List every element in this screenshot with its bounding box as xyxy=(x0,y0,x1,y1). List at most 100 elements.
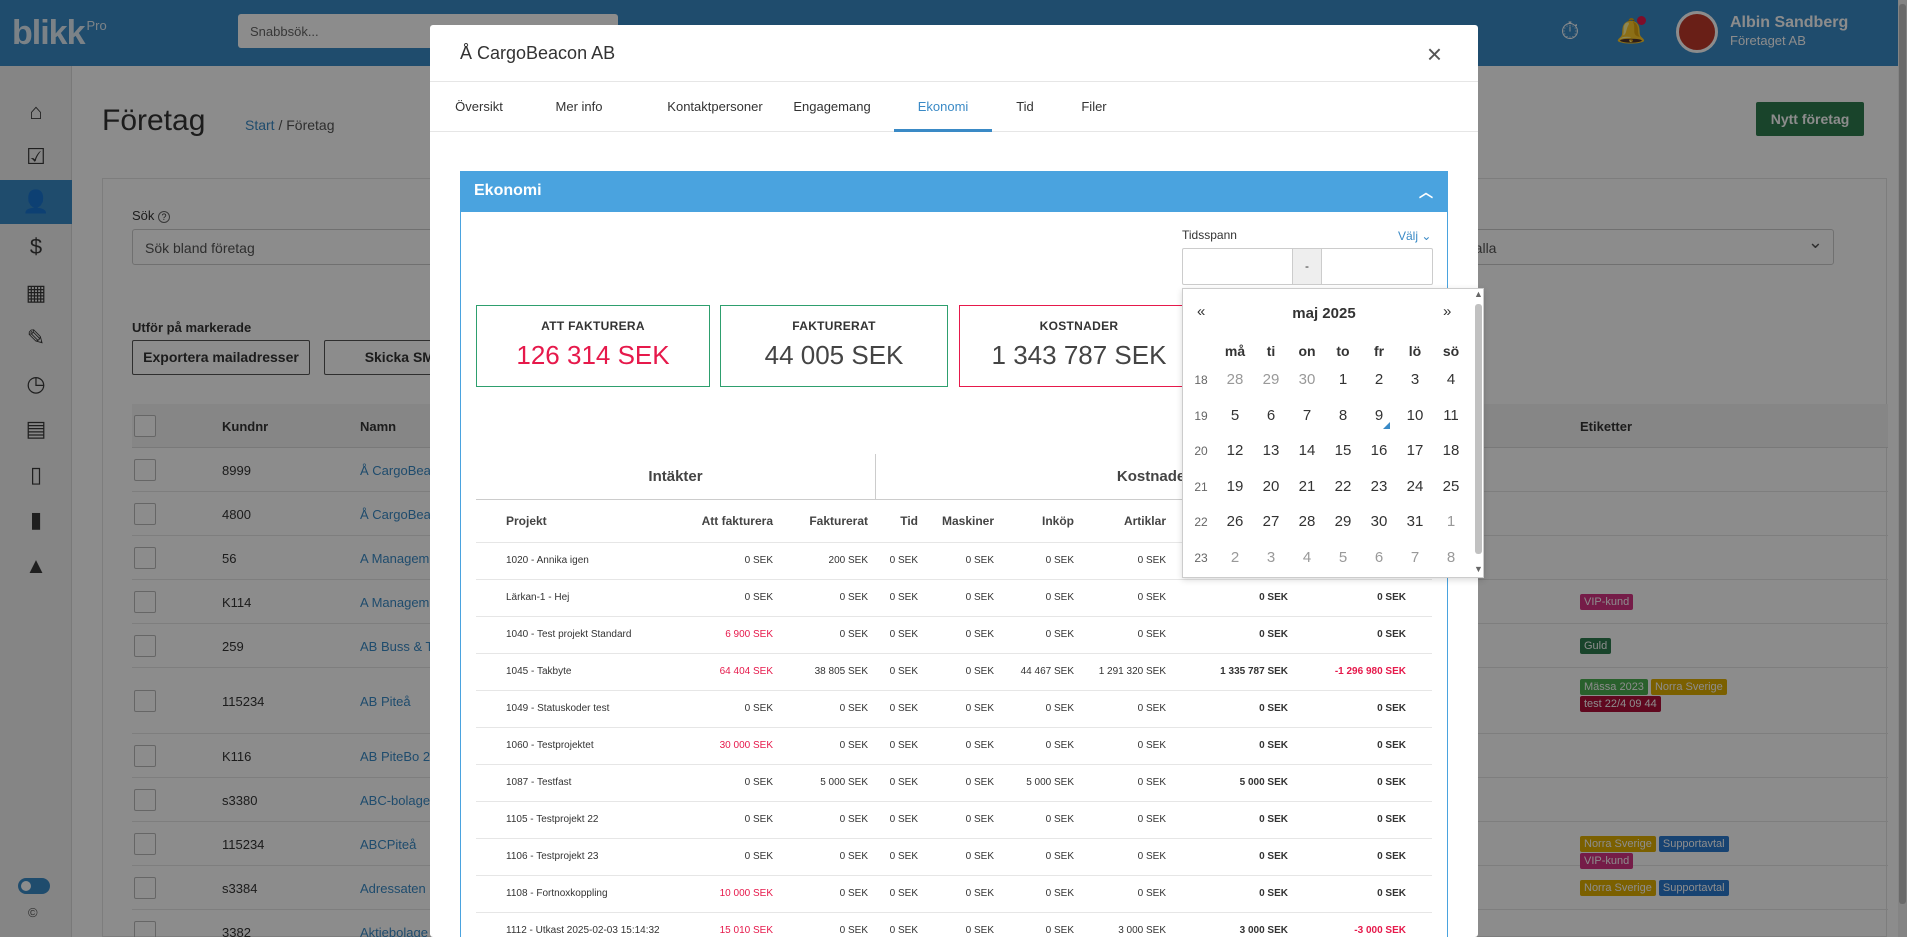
calendar-day[interactable]: 8 xyxy=(1446,548,1456,566)
home-icon[interactable]: ⌂ xyxy=(29,99,43,124)
bar-chart-icon[interactable]: ▮ xyxy=(29,507,43,532)
calendar-day[interactable]: 13 xyxy=(1262,442,1280,459)
col-tid[interactable]: Tid xyxy=(900,514,918,528)
user-name[interactable]: Albin Sandberg xyxy=(1730,14,1849,31)
calendar-day[interactable]: 12 xyxy=(1226,442,1244,459)
chevron-up-icon[interactable]: ︿ xyxy=(1419,184,1433,200)
calendar-day[interactable]: 3 xyxy=(1266,548,1276,566)
row-namn[interactable]: Adressaten xyxy=(360,880,426,896)
calendar-day[interactable]: 2 xyxy=(1230,548,1240,566)
calendar-scrollbar-thumb[interactable] xyxy=(1475,304,1482,554)
calendar-day[interactable]: 11 xyxy=(1443,406,1459,424)
calendar-day[interactable]: 16 xyxy=(1370,442,1388,459)
tab-ekonomi[interactable]: Ekonomi xyxy=(894,82,992,132)
calendar-day[interactable]: 30 xyxy=(1370,513,1388,530)
tab-tid[interactable]: Tid xyxy=(1016,99,1034,114)
cell-projekt[interactable]: 1060 - Testprojektet xyxy=(506,740,594,751)
analytics-icon[interactable]: ▲ xyxy=(25,553,47,578)
calendar-day[interactable]: 26 xyxy=(1226,513,1244,530)
calendar-day[interactable]: 10 xyxy=(1406,406,1424,424)
table-row[interactable]: 1049 - Statuskoder test 0 SEK 0 SEK 0 SEK 0 … xyxy=(476,690,1432,727)
cell-projekt[interactable]: 1106 - Testprojekt 23 xyxy=(506,851,599,862)
row-namn[interactable]: A Managem xyxy=(360,594,430,610)
scroll-up-icon[interactable]: ▲ xyxy=(1474,289,1483,299)
tab-engagemang[interactable]: Engagemang xyxy=(793,99,871,114)
pen-chart-icon[interactable]: ✎ xyxy=(26,325,46,350)
table-row[interactable]: 1045 - Takbyte 64 404 SEK 38 805 SEK 0 SEK 0… xyxy=(476,653,1432,690)
tab-kontaktpersoner[interactable]: Kontaktpersoner xyxy=(667,99,763,114)
date-range-input[interactable]: - xyxy=(1182,248,1433,285)
tag-badge[interactable]: Norra Sverige xyxy=(1580,880,1656,896)
calendar-day[interactable]: 5 xyxy=(1230,406,1240,424)
row-checkbox[interactable] xyxy=(134,591,156,613)
col-projekt[interactable]: Projekt xyxy=(506,514,547,528)
calendar-icon[interactable]: ▤ xyxy=(25,416,47,441)
calendar-day[interactable]: 4 xyxy=(1446,371,1456,388)
dollar-icon[interactable]: $ xyxy=(29,234,43,259)
clock-icon[interactable]: ◷ xyxy=(26,371,46,396)
cell-projekt[interactable]: 1020 - Annika igen xyxy=(506,555,589,566)
tab-filer[interactable]: Filer xyxy=(1081,99,1107,114)
cell-projekt[interactable]: 1108 - Fortnoxkoppling xyxy=(506,888,608,899)
col-maskiner[interactable]: Maskiner xyxy=(941,514,994,528)
new-company-button[interactable]: Nytt företag xyxy=(1756,102,1864,136)
tag-badge[interactable]: Supportavtal xyxy=(1658,836,1729,852)
tag-badge[interactable]: Norra Sverige xyxy=(1580,836,1656,852)
tab-oversikt[interactable]: Översikt xyxy=(455,99,503,114)
table-icon[interactable]: ▦ xyxy=(25,280,47,305)
calendar-day[interactable]: 27 xyxy=(1262,513,1280,530)
calendar-day[interactable]: 19 xyxy=(1226,477,1244,495)
row-checkbox[interactable] xyxy=(134,833,156,855)
table-row[interactable]: 1020 - Annika igen 0 SEK 200 SEK 0 SEK 0 SEK… xyxy=(476,542,1432,579)
col-etiketter[interactable]: Etiketter xyxy=(1580,419,1633,434)
calendar-day[interactable]: 1 xyxy=(1446,513,1456,530)
scroll-down-icon[interactable]: ▼ xyxy=(1474,564,1483,574)
calendar-day[interactable]: 5 xyxy=(1338,548,1348,566)
calendar-day[interactable]: 20 xyxy=(1262,477,1280,495)
tag-badge[interactable]: Norra Sverige xyxy=(1650,679,1727,695)
calendar-day[interactable]: 30 xyxy=(1298,371,1316,388)
calendar-day[interactable]: 28 xyxy=(1226,371,1244,388)
calendar-day[interactable]: 9 xyxy=(1374,406,1384,424)
calendar-day[interactable]: 1 xyxy=(1338,371,1348,388)
calendar-day[interactable]: 14 xyxy=(1298,442,1316,459)
tag-badge[interactable]: test 22/4 09 44 xyxy=(1580,696,1661,712)
calendar-day[interactable]: 29 xyxy=(1334,513,1352,530)
contacts-icon[interactable]: 👤 xyxy=(0,180,72,224)
tag-badge[interactable]: Supportavtal xyxy=(1658,880,1729,896)
filter-select[interactable]: a alla xyxy=(1450,229,1834,265)
row-checkbox[interactable] xyxy=(134,503,156,525)
calendar-day[interactable]: 8 xyxy=(1338,406,1348,424)
col-fakturerat[interactable]: Fakturerat xyxy=(809,514,868,528)
calendar-day[interactable]: 24 xyxy=(1406,477,1424,495)
row-namn[interactable]: ABCPiteå xyxy=(360,836,417,852)
table-row[interactable]: 1108 - Fortnoxkoppling 10 000 SEK 0 SEK 0 S… xyxy=(476,875,1432,912)
row-checkbox[interactable] xyxy=(134,547,156,569)
calendar-day[interactable]: 6 xyxy=(1266,406,1276,424)
calendar-day[interactable]: 25 xyxy=(1442,477,1460,495)
calendar-day[interactable]: 29 xyxy=(1262,371,1280,388)
calendar-day[interactable]: 15 xyxy=(1334,442,1352,459)
tag-badge[interactable]: Mässa 2023 xyxy=(1580,679,1648,695)
calendar-day[interactable]: 18 xyxy=(1442,442,1460,459)
row-namn[interactable]: AB Buss & T xyxy=(360,638,434,654)
calendar-day[interactable]: 3 xyxy=(1410,371,1420,388)
col-kundnr[interactable]: Kundnr xyxy=(222,419,269,434)
avatar[interactable] xyxy=(1676,11,1718,53)
calendar-day[interactable]: 7 xyxy=(1410,548,1420,566)
table-row[interactable]: 1040 - Test projekt Standard 6 900 SEK 0 S… xyxy=(476,616,1432,653)
calendar-day[interactable]: 17 xyxy=(1406,442,1424,459)
table-row[interactable]: 1112 - Utkast 2025-02-03 15:14:32 15 010 … xyxy=(476,912,1432,937)
col-att-fakturera[interactable]: Att fakturera xyxy=(701,514,773,528)
row-namn[interactable]: Å CargoBea xyxy=(360,462,431,478)
table-row[interactable]: 1060 - Testprojektet 30 000 SEK 0 SEK 0 SEK… xyxy=(476,727,1432,764)
row-checkbox[interactable] xyxy=(134,690,156,712)
help-icon[interactable]: ? xyxy=(158,211,171,223)
calendar-day[interactable]: 31 xyxy=(1406,513,1424,530)
logo[interactable]: blikk Pro xyxy=(12,14,107,52)
cell-projekt[interactable]: 1049 - Statuskoder test xyxy=(506,703,610,714)
document-icon[interactable]: ▯ xyxy=(29,462,43,487)
calendar-day[interactable]: 23 xyxy=(1370,477,1388,495)
row-namn[interactable]: AB Piteå xyxy=(360,693,411,709)
prev-month-button[interactable]: « xyxy=(1197,303,1206,320)
